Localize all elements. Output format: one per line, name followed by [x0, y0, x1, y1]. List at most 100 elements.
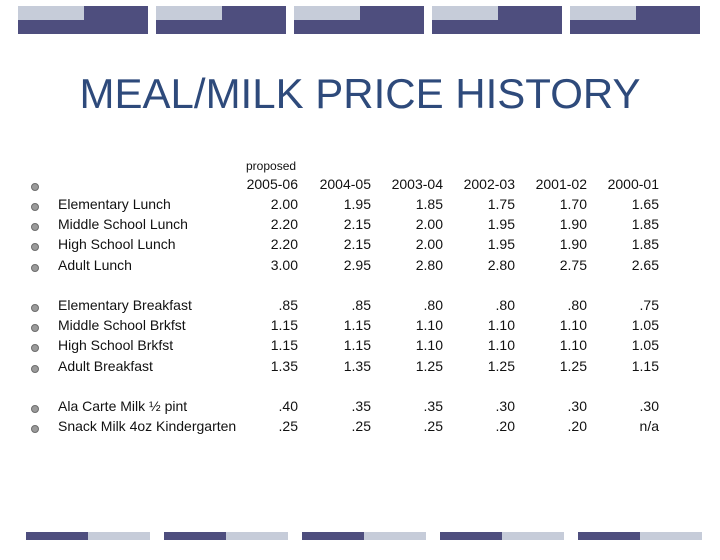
price-cell: .30	[567, 398, 587, 414]
price-cell: 1.95	[487, 216, 515, 233]
band-block	[294, 20, 424, 34]
year-header: 2003-04	[391, 176, 443, 192]
row-label: Adult Breakfast	[58, 357, 153, 374]
band-block	[636, 6, 700, 20]
band-block	[360, 6, 424, 20]
price-cell: 1.15	[343, 337, 371, 354]
band-block	[432, 6, 498, 20]
row-label: High School Brkfst	[58, 337, 174, 354]
band-block	[364, 532, 426, 540]
price-cell: 2.80	[487, 256, 515, 273]
price-cell: 1.15	[631, 357, 659, 374]
price-cell: .85	[351, 297, 371, 313]
price-cell: 1.90	[559, 216, 587, 233]
slide-title: MEAL/MILK PRICE HISTORY	[79, 70, 641, 117]
price-cell: .25	[278, 418, 298, 435]
price-cell: .30	[495, 398, 515, 414]
price-cell: .80	[423, 297, 443, 313]
price-cell: 1.35	[270, 357, 298, 374]
price-cell: 1.90	[559, 236, 587, 253]
band-block	[156, 6, 222, 20]
band-block	[502, 532, 564, 540]
price-cell: .75	[639, 297, 659, 313]
year-header: 2005-06	[246, 176, 298, 192]
price-cell: 1.65	[631, 196, 659, 212]
price-cell: 3.00	[270, 256, 298, 273]
band-block	[570, 20, 700, 34]
price-cell: 1.05	[631, 317, 659, 334]
price-cell: 2.20	[270, 216, 298, 233]
price-cell: 1.10	[487, 317, 515, 334]
price-cell: 1.05	[631, 337, 659, 354]
row-label: Middle School Brkfst	[58, 317, 186, 334]
band-block	[88, 532, 150, 540]
price-cell: .25	[423, 418, 443, 435]
price-cell: n/a	[639, 418, 659, 435]
band-block	[222, 6, 286, 20]
year-header: 2004-05	[319, 176, 371, 192]
price-cell: 2.15	[343, 236, 371, 253]
price-cell: 1.10	[415, 317, 443, 334]
price-cell: 1.25	[559, 357, 587, 374]
row-label: Middle School Lunch	[58, 216, 188, 233]
price-cell: 1.10	[559, 337, 587, 354]
price-cell: 1.85	[631, 236, 659, 253]
price-cell: 2.00	[415, 216, 443, 233]
band-block	[578, 532, 640, 540]
price-cell: 2.00	[270, 196, 298, 212]
bullet-icon	[31, 425, 39, 434]
row-label: Elementary Breakfast	[58, 297, 192, 313]
price-cell: 1.25	[487, 357, 515, 374]
bullet-icon	[31, 203, 39, 211]
bullet-icon	[31, 304, 39, 312]
price-cell: 2.00	[415, 236, 443, 253]
band-block	[432, 20, 562, 34]
price-cell: 2.65	[631, 256, 659, 273]
band-block	[570, 6, 636, 20]
row-label: Ala Carte Milk ½ pint	[58, 398, 188, 414]
price-cell: .80	[567, 297, 587, 313]
bullet-icon	[31, 405, 39, 413]
price-cell: 1.75	[487, 196, 515, 212]
band-block	[294, 6, 360, 20]
year-header: 2001-02	[535, 176, 587, 192]
price-cell: 1.95	[343, 196, 371, 212]
price-cell: 2.20	[270, 236, 298, 253]
price-cell: .35	[423, 398, 443, 414]
row-label: Snack Milk 4oz Kindergarten	[58, 418, 237, 435]
band-block	[26, 532, 88, 540]
price-cell: 1.15	[343, 317, 371, 334]
band-block	[156, 20, 286, 34]
band-block	[440, 532, 502, 540]
year-header: 2000-01	[607, 176, 659, 192]
bullet-icon	[31, 223, 39, 232]
price-cell: 1.10	[415, 337, 443, 354]
row-label: High School Lunch	[58, 236, 176, 253]
bullet-icon	[31, 344, 39, 353]
band-block	[640, 532, 702, 540]
price-cell: .35	[351, 398, 371, 414]
bullet-icon	[31, 324, 39, 333]
price-cell: .80	[495, 297, 515, 313]
price-cell: 1.10	[487, 337, 515, 354]
price-cell: 1.15	[270, 337, 298, 354]
price-cell: .85	[278, 297, 298, 313]
band-block	[18, 6, 84, 20]
price-cell: 2.75	[559, 256, 587, 273]
price-cell: 2.15	[343, 216, 371, 233]
price-cell: 1.85	[631, 216, 659, 233]
bullet-icon	[31, 183, 39, 191]
price-cell: 1.35	[343, 357, 371, 374]
price-cell: 2.80	[415, 256, 443, 273]
row-label: Elementary Lunch	[58, 196, 171, 212]
band-block	[164, 532, 226, 540]
price-cell: 1.10	[559, 317, 587, 334]
row-label: Adult Lunch	[58, 256, 132, 273]
band-block	[226, 532, 288, 540]
price-cell: 1.95	[487, 236, 515, 253]
band-block	[498, 6, 562, 20]
year-header: 2002-03	[463, 176, 515, 192]
price-cell: 1.15	[270, 317, 298, 334]
band-block	[18, 20, 148, 34]
band-block	[84, 6, 148, 20]
